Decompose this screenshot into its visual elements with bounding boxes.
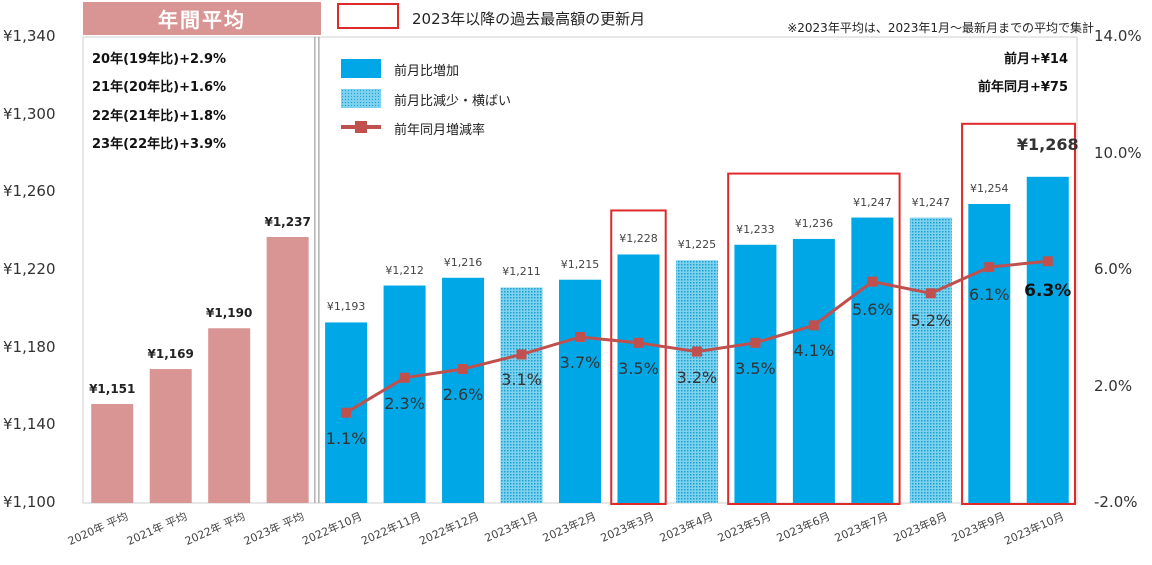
bar-value-label: ¥1,254	[970, 181, 1009, 195]
yoy-marker	[633, 337, 644, 348]
y2-tick-label: 10.0%	[1094, 143, 1142, 162]
y-tick-label: ¥1,300	[3, 104, 56, 123]
bar-value-label: ¥1,247	[853, 195, 892, 209]
yoy-marker	[750, 337, 761, 348]
record-legend-label: 2023年以降の過去最高額の更新月	[412, 10, 646, 28]
bar	[675, 260, 718, 503]
yoy-value-label: 3.5%	[618, 358, 659, 378]
yoy-marker	[984, 262, 995, 273]
record-month-box	[610, 209, 667, 505]
y-tick-label: ¥1,340	[3, 27, 56, 45]
yoy-marker	[458, 364, 469, 375]
bar	[266, 236, 309, 503]
bar-value-label: ¥1,212	[385, 263, 424, 277]
bar-value-label: ¥1,211	[502, 265, 541, 279]
bar-value-label: ¥1,193	[326, 300, 366, 314]
y-tick-label: ¥1,220	[3, 260, 56, 278]
yoy-marker	[399, 372, 410, 383]
bar	[149, 369, 192, 503]
yoy-marker	[925, 288, 936, 299]
bar-value-label: ¥1,228	[619, 232, 658, 246]
bar	[617, 254, 660, 503]
y-tick-label: ¥1,100	[3, 493, 56, 511]
bar	[734, 244, 777, 503]
y2-tick-label: -2.0%	[1094, 493, 1138, 511]
yoy-value-label: 5.6%	[852, 299, 893, 319]
yoy-marker	[516, 349, 527, 360]
legend-decrease-swatch	[341, 89, 381, 108]
yoy-value-label: 3.5%	[735, 358, 776, 378]
y2-tick-label: 6.0%	[1094, 260, 1133, 278]
yoy-value-label: 4.1%	[793, 341, 835, 361]
legend-increase-label: 前月比増加	[394, 64, 460, 79]
bar	[91, 403, 134, 503]
bar-value-label: ¥1,225	[677, 238, 717, 252]
y-tick-label: ¥1,180	[3, 337, 56, 356]
footnote: ※2023年平均は、2023年1月～最新月までの平均で集計	[787, 21, 1094, 35]
yoy-marker	[691, 346, 702, 357]
record-month-box	[961, 122, 1077, 506]
yoy-value-label: 1.1%	[325, 428, 367, 448]
annual-note: 21年(20年比)+1.6%	[92, 80, 227, 95]
annual-note: 20年(19年比)+2.9%	[92, 52, 227, 67]
yoy-value-label: 3.1%	[501, 370, 542, 390]
yoy-marker	[1042, 256, 1053, 267]
y2-tick-label: 14.0%	[1094, 27, 1142, 45]
bar-value-label: ¥1,268	[1016, 134, 1079, 154]
yoy-value-label: 2.3%	[384, 393, 425, 413]
bar-value-label: ¥1,247	[911, 195, 951, 209]
legend-increase-swatch	[341, 59, 381, 78]
record-legend-swatch	[337, 3, 399, 29]
bar	[559, 279, 601, 503]
yoy-value-label: 5.2%	[910, 311, 952, 331]
bar-value-label: ¥1,169	[147, 347, 194, 362]
y2-tick-label: 2.0%	[1094, 376, 1133, 395]
yoy-value-label: 3.2%	[676, 367, 718, 387]
yoy-marker	[341, 407, 352, 418]
legend-line-label: 前年同月増減率	[394, 123, 486, 138]
bar-value-label: ¥1,233	[736, 222, 775, 236]
y-tick-label: ¥1,140	[3, 415, 56, 434]
yoy-marker	[575, 331, 585, 342]
bar	[1026, 176, 1069, 504]
bar	[851, 217, 894, 503]
bar-value-label: ¥1,236	[794, 216, 834, 230]
annual-average-title: 年間平均	[83, 2, 321, 35]
bar-value-label: ¥1,237	[264, 214, 311, 229]
record-month-box	[727, 172, 901, 505]
annual-note: 22年(21年比)+1.8%	[92, 109, 227, 124]
yoy-value-label: 3.7%	[559, 352, 601, 372]
bar-value-label: ¥1,190	[206, 306, 253, 321]
bar-value-label: ¥1,215	[560, 257, 600, 271]
yoy-marker	[867, 276, 878, 287]
y-tick-label: ¥1,260	[3, 182, 56, 201]
yoy-marker	[808, 320, 819, 331]
yoy-value-label: 6.3%	[1024, 281, 1072, 302]
bar	[792, 238, 835, 503]
bar	[208, 328, 251, 503]
yoy-value-label: 6.1%	[968, 285, 1010, 305]
yoy-value-label: 2.6%	[442, 385, 484, 405]
bar	[968, 203, 1011, 503]
bar	[500, 287, 543, 503]
bar-value-label: ¥1,216	[443, 255, 483, 269]
bar	[383, 285, 426, 503]
annual-note: 23年(22年比)+3.9%	[92, 137, 227, 152]
legend-decrease-label: 前月比減少・横ばい	[394, 94, 512, 109]
legend-line-swatch	[341, 121, 381, 133]
bar	[909, 217, 952, 503]
month-change-note: 前月+¥14	[1003, 52, 1068, 67]
bar	[442, 277, 485, 503]
bar-value-label: ¥1,151	[89, 381, 136, 396]
year-change-note: 前年同月+¥75	[977, 80, 1068, 95]
